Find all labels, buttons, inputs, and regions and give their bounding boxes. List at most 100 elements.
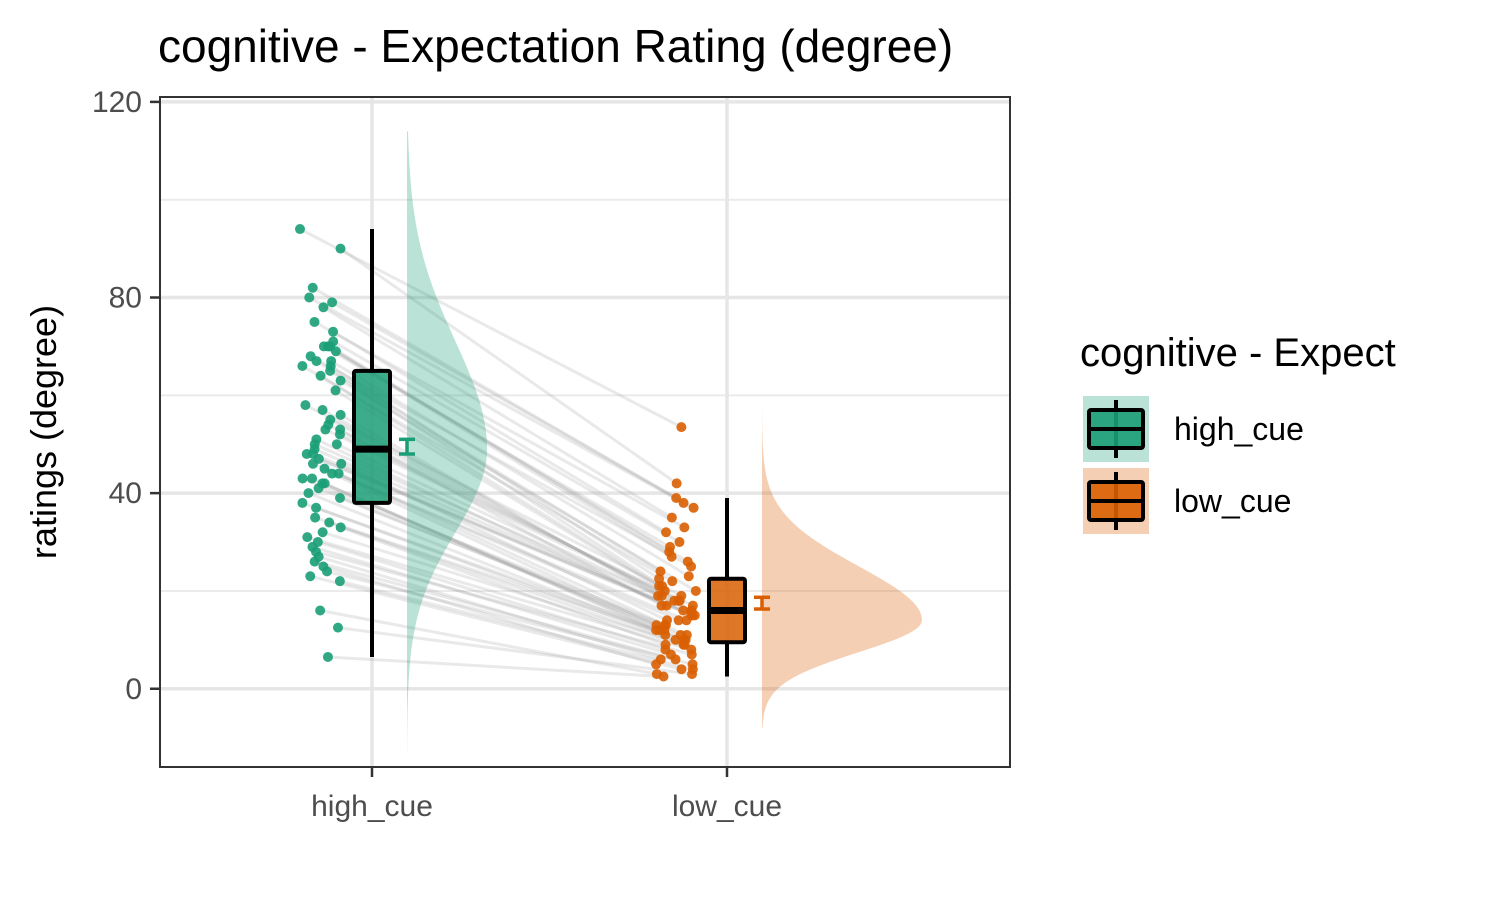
point-high-cue (295, 224, 306, 235)
y-axis-title: ratings (degree) (23, 305, 64, 559)
point-low-cue (661, 600, 672, 611)
paired-line (319, 609, 658, 676)
point-high-cue (300, 400, 311, 411)
point-low-cue (674, 537, 685, 548)
point-high-cue (311, 356, 322, 367)
paired-line (307, 491, 666, 637)
point-low-cue (651, 659, 662, 670)
point-low-cue (676, 664, 687, 675)
point-high-cue (324, 517, 335, 528)
point-low-cue (687, 669, 698, 680)
point-low-cue (666, 512, 677, 523)
point-high-cue (307, 282, 318, 293)
plot-panel (159, 96, 1011, 768)
point-high-cue (317, 527, 328, 538)
point-high-cue (320, 424, 331, 435)
point-low-cue (651, 625, 662, 636)
paired-line (335, 350, 689, 563)
point-high-cue (315, 605, 326, 616)
point-high-cue (309, 556, 320, 567)
point-high-cue (330, 346, 341, 357)
legend-title: cognitive - Expect (1080, 331, 1396, 375)
paired-line (340, 525, 667, 647)
chart-title: cognitive - Expectation Rating (degree) (158, 20, 953, 72)
point-low-cue (659, 625, 670, 636)
point-low-cue (671, 493, 682, 504)
point-low-cue (667, 576, 678, 587)
point-low-cue (666, 551, 677, 562)
point-low-cue (683, 571, 694, 582)
paired-line (322, 565, 657, 666)
paired-line (317, 540, 666, 652)
point-high-cue (318, 302, 329, 313)
x-axis: high_cue low_cue (311, 767, 782, 823)
point-high-cue (334, 576, 345, 587)
point-low-cue (670, 634, 681, 645)
point-high-cue (297, 360, 308, 371)
point-low-cue (686, 561, 697, 572)
paired-line (331, 301, 695, 510)
paired-line (315, 550, 693, 656)
point-low-cue (653, 590, 664, 601)
paired-line (314, 516, 685, 642)
point-low-cue (689, 610, 700, 621)
point-low-cue (686, 649, 697, 660)
point-high-cue (331, 439, 342, 450)
point-high-cue (309, 316, 320, 327)
point-high-cue (304, 292, 315, 303)
legend-label-low-cue: low_cue (1174, 483, 1291, 519)
point-low-cue (661, 527, 672, 538)
paired-line (336, 442, 693, 612)
point-low-cue (671, 478, 682, 489)
panel-background (160, 97, 1010, 767)
point-high-cue (328, 326, 339, 337)
point-high-cue (297, 497, 308, 508)
paired-line (314, 560, 676, 661)
point-high-cue (302, 532, 313, 543)
point-high-cue (336, 458, 347, 469)
point-high-cue (317, 404, 328, 415)
y-tick-label: 80 (109, 282, 142, 315)
point-high-cue (322, 651, 333, 662)
density-clouds (407, 131, 922, 753)
paired-line (327, 655, 664, 679)
point-high-cue (335, 243, 346, 254)
point-high-cue (322, 341, 333, 352)
legend-label-high-cue: high_cue (1174, 411, 1304, 447)
paired-line (339, 496, 688, 637)
y-tick-label: 120 (92, 86, 142, 119)
paired-line (339, 579, 694, 671)
paired-line (339, 247, 678, 485)
point-high-cue (307, 473, 318, 484)
point-low-cue (688, 502, 699, 513)
paired-line (339, 428, 663, 607)
point-low-cue (658, 671, 669, 682)
y-axis: 0 40 80 120 (92, 86, 160, 706)
paired-line (324, 481, 657, 632)
point-high-cue (334, 493, 345, 504)
paired-line (299, 227, 683, 429)
point-high-cue (330, 385, 341, 396)
point-high-cue (303, 488, 314, 499)
box-high-cue (352, 368, 392, 505)
paired-line (315, 506, 677, 642)
point-high-cue (319, 463, 330, 474)
point-high-cue (297, 473, 308, 484)
point-high-cue (332, 622, 343, 633)
point-high-cue (325, 365, 336, 376)
panel-border (159, 96, 1011, 768)
boxplots (352, 229, 747, 677)
point-low-cue (678, 605, 689, 616)
y-tick-label: 40 (109, 477, 142, 510)
point-high-cue (313, 483, 324, 494)
point-high-cue (310, 512, 321, 523)
paired-line (337, 472, 667, 627)
point-high-cue (307, 458, 318, 469)
x-tick-label: high_cue (311, 790, 433, 823)
paired-line (337, 626, 693, 676)
paired-line (313, 320, 686, 529)
point-low-cue (679, 639, 690, 650)
point-high-cue (335, 409, 346, 420)
grid-lines (160, 97, 1010, 767)
